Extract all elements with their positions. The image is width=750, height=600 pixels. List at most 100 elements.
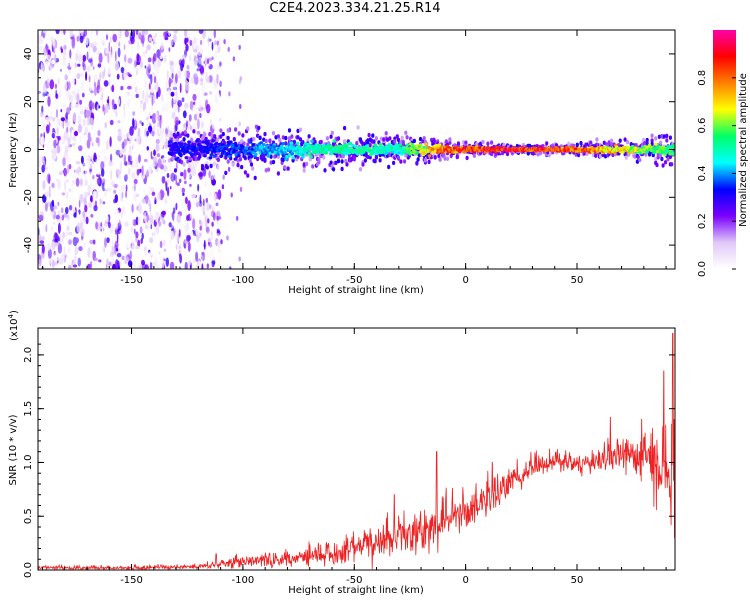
noise-cell [75,161,81,165]
ridge-halo-cell [602,140,606,145]
noise-cell [106,99,109,104]
noise-cell [120,85,124,91]
ridge-core-cell [174,144,179,148]
noise-cell [150,259,153,263]
noise-cell [184,180,187,185]
ridge-core-cell [320,146,325,150]
x-tick-label: 50 [571,575,584,586]
ridge-core-cell [424,142,428,146]
noise-cell [103,222,108,227]
noise-cell [138,32,142,40]
ridge-halo-cell [224,170,228,176]
ridge-core-cell [209,153,214,157]
noise-cell [168,47,171,52]
noise-cell [200,123,203,127]
ridge-halo-cell [626,140,630,145]
ridge-core-cell [291,156,296,160]
ridge-core-cell [613,151,617,155]
noise-cell [98,52,103,64]
noise-cell [89,137,92,142]
ridge-halo-cell [660,156,664,162]
ridge-core-cell [266,154,271,158]
ridge-halo-cell [490,151,494,157]
ridge-halo-cell [385,137,390,142]
ridge-halo-cell [251,166,255,171]
ridge-halo-cell [301,140,305,145]
noise-cell [62,51,68,56]
ridge-halo-cell [343,139,347,144]
noise-cell [146,207,149,214]
noise-cell [48,122,51,128]
noise-cell [183,169,187,180]
noise-cell [88,100,93,110]
noise-cell [152,232,155,240]
y-tick-label: 0.0 [23,562,34,578]
noise-cell [84,179,89,186]
noise-cell [139,120,142,124]
ridge-halo-cell [464,140,468,145]
noise-cell [177,247,182,254]
noise-cell [60,48,64,53]
ridge-core-cell [437,143,442,147]
noise-cell [174,61,177,69]
noise-cell [155,225,160,235]
noise-cell [205,197,208,203]
ridge-halo-cell [412,138,416,144]
noise-cell [154,85,156,91]
ridge-halo-cell [567,141,571,146]
noise-cell [168,222,172,228]
noise-cell [179,253,183,264]
noise-cell [108,160,113,167]
noise-cell [149,237,154,244]
noise-cell [105,264,108,269]
ridge-core-cell [373,143,378,147]
noise-cell [104,103,109,114]
noise-cell [45,167,48,170]
noise-cell [97,153,100,162]
ridge-core-cell [418,143,423,147]
noise-cell [157,126,161,135]
ridge-halo-cell [330,130,334,136]
noise-cell [215,180,220,191]
noise-cell [54,251,57,257]
noise-cell [149,203,152,213]
noise-cell [105,48,110,54]
noise-cell [90,195,93,203]
ridge-core-cell [374,152,378,156]
noise-cell [109,56,112,67]
noise-cell [230,192,233,198]
noise-cell [90,90,94,94]
noise-cell [90,245,93,255]
ridge-halo-cell [264,138,268,144]
noise-cell [52,266,55,269]
ridge-halo-cell [267,167,271,172]
noise-cell [42,83,48,95]
ridge-halo-cell [311,164,315,169]
noise-cell [128,167,131,176]
ridge-halo-cell [232,137,236,142]
ridge-halo-cell [584,142,588,147]
noise-cell [203,81,206,89]
noise-cell [39,240,45,244]
noise-cell [88,58,93,63]
noise-cell [117,30,120,37]
noise-cell [60,68,62,72]
noise-cell [174,116,179,127]
noise-cell [157,158,162,168]
noise-cell [62,120,65,129]
noise-cell [134,119,137,127]
noise-cell [197,45,202,56]
noise-cell [115,50,117,62]
noise-cell [93,74,98,83]
noise-cell [167,186,170,197]
ridge-core-cell [398,143,403,147]
noise-cell [150,74,153,85]
y-tick-label: -20 [23,189,34,205]
noise-cell [140,100,143,105]
noise-cell [228,91,231,97]
noise-cell [189,39,193,47]
colorbar-tick-label: 0.8 [697,70,708,86]
noise-cell [44,191,49,197]
noise-cell [198,219,202,225]
noise-cell [146,66,150,77]
